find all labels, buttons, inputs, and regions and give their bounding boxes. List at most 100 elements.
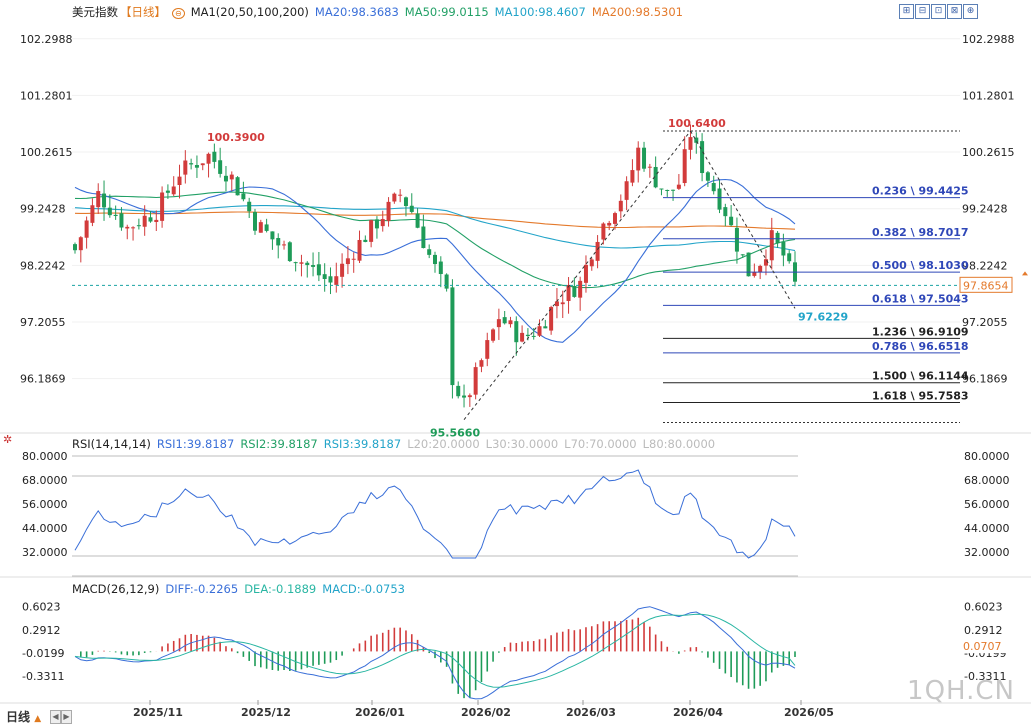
zoom-out-icon[interactable]: ⊟ — [915, 4, 930, 19]
ma50-line — [74, 191, 796, 289]
rsi-label: RSI(14,14,14) — [72, 437, 151, 451]
rsi-tick-label-left: 56.0000 — [22, 498, 68, 511]
high-annotation: 100.3900 — [207, 131, 265, 144]
y-tick-label-right: 101.2801 — [962, 89, 1015, 102]
rsi1-value: RSI1:39.8187 — [156, 437, 235, 451]
ma50-value: MA50:99.0115 — [404, 5, 489, 19]
candle-body — [415, 213, 420, 228]
y-tick-label-right: 99.2428 — [962, 203, 1008, 216]
collapse-icon[interactable]: ⊖ — [172, 8, 185, 19]
l30-value: L30:30.0000 — [485, 437, 559, 451]
period-tag[interactable]: 【日线】 — [120, 5, 166, 19]
candle-body — [508, 320, 513, 325]
candle-body — [102, 193, 107, 208]
ma20-line — [74, 178, 796, 343]
candle-body — [781, 241, 786, 256]
candle-body — [322, 274, 327, 279]
current-price-label: 97.8654 — [963, 279, 1009, 292]
candle-body — [438, 261, 443, 275]
candle-body — [636, 147, 641, 171]
candle-body — [537, 326, 542, 336]
candle-body — [299, 262, 304, 264]
scroll-left-button[interactable]: ◀ — [50, 710, 61, 724]
candle-body — [723, 207, 728, 217]
candle-body — [223, 175, 228, 182]
candle-body — [316, 264, 321, 276]
candle-body — [386, 201, 391, 221]
macd-tick-label-left: -0.0199 — [22, 647, 64, 660]
fib-level-label: 0.500 \ 98.1030 — [872, 259, 969, 272]
l80-value: L80:80.0000 — [642, 437, 716, 451]
candle-body — [212, 151, 217, 162]
candle-body — [514, 321, 519, 343]
fib-level-label: 1.500 \ 96.1144 — [872, 370, 969, 383]
candle-body — [496, 319, 501, 328]
candle-body — [421, 226, 426, 249]
candle-body — [276, 238, 281, 246]
y-tick-label-right: 96.1869 — [962, 373, 1008, 386]
candle-body — [171, 186, 176, 195]
candle-body — [578, 280, 583, 298]
macd-tick-label-right: 0.2912 — [964, 624, 1003, 637]
candle-body — [96, 191, 101, 208]
candle-body — [189, 163, 194, 165]
candle-body — [247, 201, 252, 212]
candle-body — [682, 149, 687, 184]
macd-dea-line — [74, 613, 796, 688]
scroll-right-button[interactable]: ▶ — [61, 710, 72, 724]
macd-label: MACD(26,12,9) — [72, 582, 160, 596]
candle-body — [694, 137, 699, 143]
ma200-value: MA200:98.5301 — [591, 5, 683, 19]
candle-body — [398, 194, 403, 196]
candle-body — [543, 326, 548, 329]
rsi-tick-label-left: 80.0000 — [22, 450, 68, 463]
fib-level-label: 0.382 \ 98.7017 — [872, 226, 969, 239]
gear-icon[interactable]: ✲ — [3, 433, 13, 446]
candle-body — [711, 183, 716, 192]
expand-icon[interactable]: ⊕ — [963, 4, 978, 19]
candle-body — [334, 276, 339, 285]
candle-body — [107, 207, 112, 216]
candle-body — [502, 317, 507, 324]
period-selector[interactable]: 日线 ▲ — [6, 710, 42, 724]
candle-body — [607, 222, 612, 226]
price-marker-icon — [1022, 271, 1028, 276]
candle-body — [752, 272, 757, 276]
candle-body — [491, 329, 496, 341]
candle-body — [549, 307, 554, 331]
l20-value: L20:20.0000 — [407, 437, 480, 451]
fib-level-label: 0.618 \ 97.5043 — [872, 292, 969, 305]
macd-tick-label-right: -0.3311 — [964, 670, 1006, 683]
rsi3-value: RSI3:39.8187 — [323, 437, 402, 451]
candle-body — [520, 332, 525, 342]
candle-body — [485, 340, 490, 359]
macd-tick-label-left: 0.2912 — [22, 624, 61, 637]
candle-body — [258, 222, 263, 233]
dea-value: DEA:-0.1889 — [244, 582, 317, 596]
candle-body — [165, 190, 170, 193]
candle-body — [740, 254, 745, 256]
rsi2-value: RSI2:39.8187 — [240, 437, 318, 451]
fib-level-label: 1.236 \ 96.9109 — [872, 325, 969, 338]
zoom-in-icon[interactable]: ⊞ — [899, 4, 914, 19]
fit-icon[interactable]: ⊡ — [931, 4, 946, 19]
y-tick-label-right: 98.2242 — [962, 259, 1008, 272]
candle-body — [647, 166, 652, 168]
candle-body — [624, 181, 629, 200]
candle-body — [427, 249, 432, 255]
candle-body — [78, 237, 83, 251]
ma200-line — [74, 211, 796, 230]
macd-tick-label-right: 0.6023 — [964, 601, 1003, 614]
candle-body — [613, 213, 617, 224]
settings-icon[interactable]: ⊠ — [947, 4, 962, 19]
candle-body — [200, 163, 205, 166]
candle-body — [73, 244, 77, 251]
candle-body — [113, 214, 118, 217]
candle-body — [328, 276, 333, 283]
candle-body — [403, 197, 408, 207]
rsi-tick-label-right: 44.0000 — [964, 522, 1010, 535]
y-tick-label-left: 102.2988 — [20, 33, 73, 46]
candle-body — [264, 224, 269, 231]
main-chart-header: 美元指数 【日线】 ⊖ MA1(20,50,100,200) MA20:98.3683 M… — [72, 4, 689, 20]
